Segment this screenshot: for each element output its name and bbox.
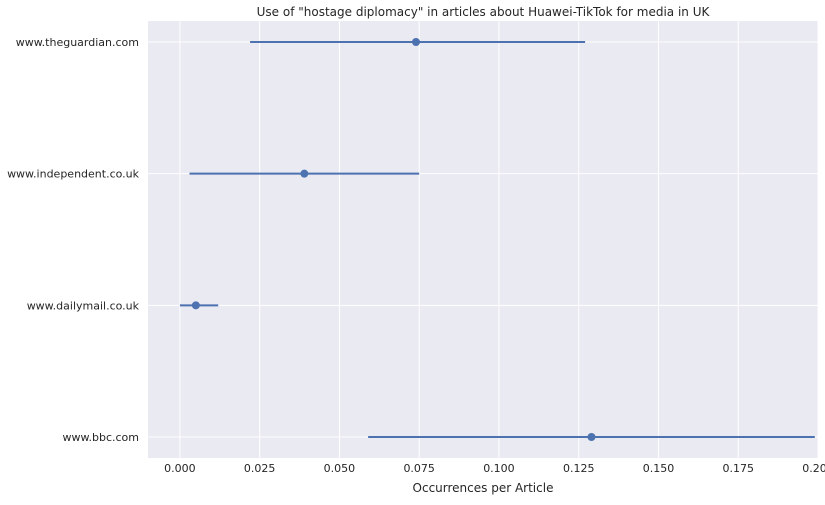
x-axis-label: Occurrences per Article	[413, 481, 554, 495]
x-tick-label: 0.100	[483, 462, 515, 475]
x-tick-label: 0.200	[802, 462, 825, 475]
x-tick-label: 0.175	[722, 462, 754, 475]
x-tick-labels: 0.000 0.025 0.050 0.075 0.100 0.125 0.150 0.175…	[164, 462, 825, 475]
x-tick-label: 0.000	[164, 462, 196, 475]
data-point	[587, 433, 596, 441]
chart-title: Use of "hostage diplomacy" in articles a…	[257, 5, 711, 19]
y-tick-label: www.bbc.com	[63, 431, 139, 444]
y-tick-label: www.independent.co.uk	[7, 168, 140, 181]
y-tick-labels: www.theguardian.com www.independent.co.uk…	[7, 36, 140, 444]
series-marks	[179, 38, 815, 441]
data-point	[300, 169, 309, 178]
y-tick-label: www.dailymail.co.uk	[27, 299, 140, 312]
data-point	[412, 38, 420, 46]
data-point	[191, 301, 200, 310]
x-tick-label: 0.075	[403, 462, 435, 475]
x-tick-label: 0.150	[643, 462, 675, 475]
x-tick-label: 0.125	[563, 462, 595, 475]
y-tick-label: www.theguardian.com	[16, 36, 139, 49]
x-tick-label: 0.025	[244, 462, 276, 475]
plot-background	[148, 21, 818, 458]
x-tick-label: 0.050	[324, 462, 356, 475]
